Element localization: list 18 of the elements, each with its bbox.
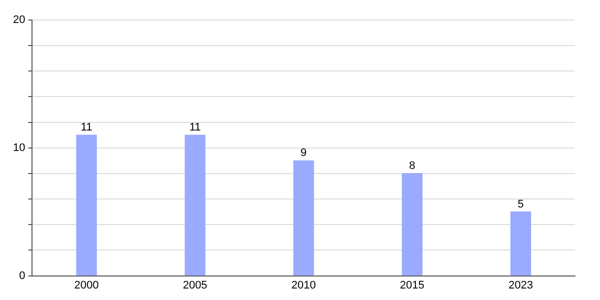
x-tick-label: 2010 — [291, 279, 316, 292]
bar — [293, 160, 314, 276]
y-tick-label: 0 — [19, 270, 26, 282]
x-tick-label: 2015 — [400, 279, 424, 292]
bar — [510, 212, 532, 276]
data-label: 5 — [518, 198, 524, 210]
bar — [402, 173, 422, 276]
data-label: 11 — [189, 122, 201, 134]
bar — [76, 134, 97, 276]
data-label: 9 — [300, 147, 307, 160]
y-tick-label: 20 — [12, 14, 26, 26]
x-tick-label: 2005 — [182, 279, 208, 292]
x-tick-label: 2000 — [74, 279, 99, 292]
bar — [184, 134, 206, 276]
data-label: 11 — [80, 122, 92, 134]
y-tick-label: 10 — [12, 142, 26, 154]
x-tick-label: 2023 — [508, 279, 533, 292]
data-label: 8 — [409, 160, 416, 172]
